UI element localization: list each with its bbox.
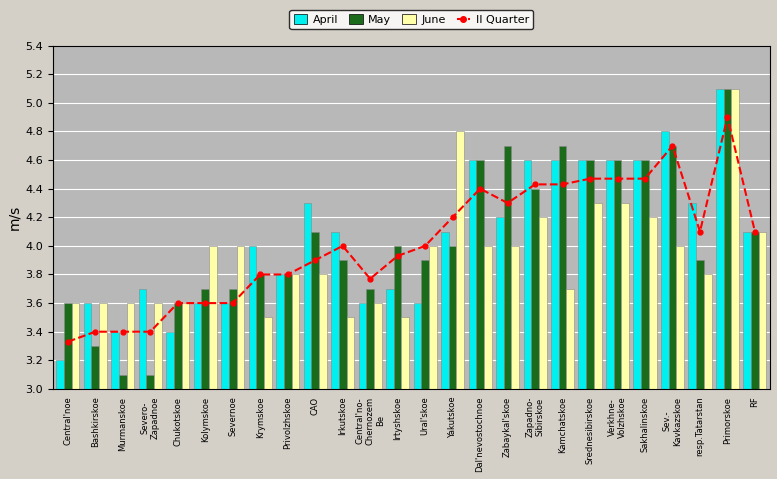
Bar [127, 303, 134, 389]
Bar [696, 260, 704, 389]
Bar [566, 289, 574, 389]
Bar [503, 146, 511, 389]
Bar [539, 217, 546, 389]
Bar [347, 318, 354, 389]
Bar [511, 246, 519, 389]
Bar [759, 231, 766, 389]
Bar [174, 303, 182, 389]
Bar [111, 331, 119, 389]
Bar [312, 231, 319, 389]
Bar [723, 89, 731, 389]
Bar [229, 289, 236, 389]
Bar [661, 131, 669, 389]
Bar [633, 160, 641, 389]
Bar [92, 346, 99, 389]
Bar [249, 246, 256, 389]
Bar [704, 274, 712, 389]
Bar [64, 303, 71, 389]
Bar [291, 274, 299, 389]
Bar [56, 360, 64, 389]
Bar [413, 303, 421, 389]
Bar [331, 231, 339, 389]
Bar [496, 217, 503, 389]
Bar [559, 146, 566, 389]
Bar [476, 160, 484, 389]
Bar [469, 160, 476, 389]
Bar [284, 274, 291, 389]
Bar [166, 331, 174, 389]
Bar [209, 246, 217, 389]
Bar [402, 318, 409, 389]
Bar [366, 289, 374, 389]
Bar [276, 274, 284, 389]
Bar [421, 260, 429, 389]
Bar [99, 303, 107, 389]
Bar [304, 203, 312, 389]
Bar [551, 160, 559, 389]
Bar [201, 289, 209, 389]
Bar [579, 160, 586, 389]
Legend: April, May, June, II Quarter: April, May, June, II Quarter [289, 10, 533, 29]
Bar [182, 303, 190, 389]
Bar [221, 303, 229, 389]
Bar [139, 289, 146, 389]
Bar [256, 274, 264, 389]
Bar [236, 246, 244, 389]
Bar [622, 203, 629, 389]
Bar [193, 303, 201, 389]
Bar [394, 246, 402, 389]
Bar [649, 217, 657, 389]
Bar [386, 289, 394, 389]
Bar [614, 160, 622, 389]
Bar [594, 203, 601, 389]
Bar [84, 303, 92, 389]
Bar [319, 274, 327, 389]
Bar [669, 146, 676, 389]
Bar [751, 231, 759, 389]
Bar [641, 160, 649, 389]
Bar [71, 303, 79, 389]
Bar [154, 303, 162, 389]
Bar [119, 375, 127, 389]
Bar [676, 246, 684, 389]
Bar [586, 160, 594, 389]
Bar [484, 246, 492, 389]
Bar [606, 160, 614, 389]
Bar [456, 131, 464, 389]
Bar [688, 203, 696, 389]
Bar [744, 231, 751, 389]
Bar [374, 303, 382, 389]
Bar [264, 318, 272, 389]
Bar [146, 375, 154, 389]
Bar [359, 303, 366, 389]
Bar [441, 231, 449, 389]
Bar [449, 246, 456, 389]
Bar [731, 89, 739, 389]
Bar [339, 260, 347, 389]
Bar [429, 246, 437, 389]
Bar [524, 160, 531, 389]
Bar [716, 89, 723, 389]
Y-axis label: m/s: m/s [7, 205, 21, 230]
Bar [531, 189, 539, 389]
